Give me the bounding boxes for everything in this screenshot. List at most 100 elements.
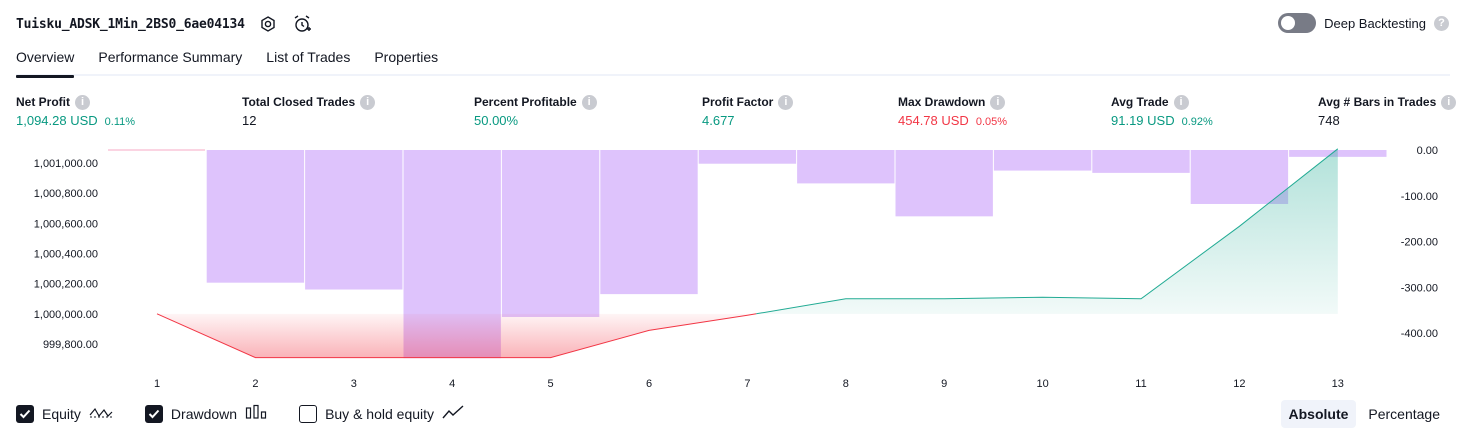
x-axis-tick-label: 11 — [1135, 378, 1146, 390]
metric-label: Total Closed Trades — [242, 95, 356, 109]
drawdown-bar — [993, 150, 1092, 171]
metric-max-drawdown: Max Drawdown i 454.78 USD 0.05% — [898, 94, 1007, 128]
drawdown-bar — [600, 150, 698, 295]
deep-backtesting-label: Deep Backtesting — [1324, 15, 1426, 31]
right-axis-tick-label: -200.00 — [1401, 237, 1438, 249]
right-axis-tick-label: 0.00 — [1417, 145, 1438, 157]
equity-gain-area — [756, 148, 1338, 314]
legend-drawdown-label: Drawdown — [170, 405, 238, 422]
metric-label: Net Profit — [16, 95, 70, 109]
metric-value: 748 — [1318, 113, 1340, 128]
left-axis-tick-label: 1,000,200.00 — [34, 279, 98, 291]
left-axis-tick-label: 1,000,400.00 — [34, 249, 98, 261]
x-axis-tick-label: 8 — [843, 378, 849, 390]
drawdown-bar — [895, 150, 993, 217]
x-axis-tick-label: 7 — [744, 378, 750, 390]
strategy-name: Tuisku_ADSK_1Min_2BS0_6ae04134 — [16, 16, 245, 32]
info-icon[interactable]: i — [360, 94, 376, 110]
x-axis-tick-label: 6 — [646, 378, 652, 390]
buy-hold-checkbox[interactable] — [299, 404, 318, 423]
metric-percent-profitable: Percent Profitable i 50.00% — [474, 94, 597, 128]
metric-value: 1,094.28 USD — [16, 113, 98, 128]
x-axis-tick-label: 3 — [351, 378, 357, 390]
x-axis-tick-label: 10 — [1036, 378, 1048, 390]
metric-percent: 0.92% — [1181, 116, 1213, 128]
info-icon[interactable]: i — [581, 94, 597, 110]
metric-percent: 0.11% — [104, 116, 136, 128]
metric-total-closed-trades: Total Closed Trades i 12 — [242, 94, 376, 128]
legend-drawdown[interactable]: Drawdown — [144, 404, 267, 423]
right-axis-tick-label: -300.00 — [1401, 282, 1438, 294]
drawdown-bar — [305, 150, 403, 290]
legend-equity[interactable]: Equity — [16, 404, 113, 423]
equity-gain-line — [756, 148, 1339, 315]
metric-value: 454.78 USD — [898, 113, 969, 128]
metric-label: Avg # Bars in Trades — [1318, 95, 1437, 109]
percentage-button[interactable]: Percentage — [1368, 406, 1440, 422]
left-axis-tick-label: 1,000,000.00 — [34, 309, 98, 321]
value-mode-switch: Absolute Percentage — [1280, 400, 1449, 428]
equity-drawdown-chart[interactable]: 1,001,000.00 1,000,800.00 1,000,600.00 1,00… — [0, 138, 1466, 398]
metric-profit-factor: Profit Factor i 4.677 — [702, 94, 794, 128]
legend-buy-hold-label: Buy & hold equity — [325, 405, 435, 422]
x-axis-tick-label: 2 — [252, 378, 258, 390]
alarm-clock-plus-icon[interactable] — [291, 13, 313, 35]
metric-percent: 0.05% — [975, 116, 1008, 128]
equity-checkbox[interactable] — [16, 404, 34, 423]
absolute-button[interactable]: Absolute — [1280, 400, 1357, 428]
left-axis-tick-label: 1,000,600.00 — [34, 218, 98, 230]
x-axis-tick-label: 4 — [449, 378, 455, 390]
right-axis-tick-label: -100.00 — [1401, 191, 1438, 203]
chart-legend: Equity Drawdown Buy & hold equity — [16, 404, 496, 423]
tab-list-of-trades[interactable]: List of Trades — [266, 49, 351, 65]
equity-loss-area — [157, 313, 757, 358]
strategy-header: Tuisku_ADSK_1Min_2BS0_6ae04134 — [16, 12, 313, 36]
drawdown-bar — [206, 150, 305, 283]
x-axis-tick-label: 12 — [1233, 378, 1245, 390]
tab-bar: Overview Performance Summary List of Tra… — [16, 48, 1450, 78]
metric-net-profit: Net Profit i 1,094.28 USD 0.11% — [16, 94, 135, 128]
tab-performance-summary[interactable]: Performance Summary — [98, 49, 243, 65]
drawdown-bar — [501, 150, 600, 317]
info-icon[interactable]: i — [990, 94, 1006, 110]
metric-label: Max Drawdown — [898, 95, 986, 109]
equity-loss-line — [156, 313, 757, 359]
tab-overview[interactable]: Overview — [16, 48, 75, 78]
metric-value: 91.19 USD — [1111, 113, 1175, 128]
drawdown-checkbox[interactable] — [144, 404, 163, 423]
toggle-knob — [1281, 16, 1296, 30]
metric-value: 50.00% — [474, 113, 519, 128]
info-icon[interactable]: i — [75, 94, 90, 110]
left-axis-tick-label: 1,001,000.00 — [34, 158, 98, 170]
left-axis-tick-label: 999,800.00 — [43, 339, 98, 351]
info-icon[interactable]: i — [778, 94, 794, 110]
x-axis-tick-label: 5 — [548, 378, 554, 390]
metric-value: 4.677 — [702, 113, 735, 128]
info-icon[interactable]: i — [1441, 94, 1457, 110]
deep-backtesting: Deep Backtesting ? — [1278, 13, 1449, 33]
metric-label: Percent Profitable — [474, 95, 577, 109]
equity-wave-icon — [89, 404, 113, 423]
x-axis-tick-label: 9 — [941, 378, 947, 390]
help-icon[interactable]: ? — [1434, 15, 1449, 31]
legend-buy-hold[interactable]: Buy & hold equity — [299, 404, 464, 423]
metric-avg-trade: Avg Trade i 91.19 USD 0.92% — [1111, 94, 1213, 128]
info-icon[interactable]: i — [1173, 94, 1189, 110]
tab-properties[interactable]: Properties — [374, 49, 439, 65]
bars-icon — [245, 404, 267, 423]
drawdown-bar — [1092, 150, 1190, 173]
metric-avg-bars: Avg # Bars in Trades i 748 — [1318, 94, 1457, 128]
x-axis-tick-label: 1 — [154, 378, 160, 390]
right-axis-tick-label: -400.00 — [1401, 328, 1438, 340]
deep-backtesting-toggle[interactable] — [1278, 13, 1317, 33]
line-trend-icon — [442, 404, 464, 423]
left-axis-tick-label: 1,000,800.00 — [34, 188, 98, 200]
drawdown-bar — [1190, 150, 1289, 204]
metric-label: Profit Factor — [702, 95, 774, 109]
gear-icon[interactable] — [257, 13, 279, 35]
metric-value: 12 — [242, 113, 257, 128]
metric-label: Avg Trade — [1111, 95, 1169, 109]
drawdown-bar — [797, 150, 895, 184]
legend-equity-label: Equity — [42, 405, 81, 422]
drawdown-bar — [698, 150, 797, 164]
